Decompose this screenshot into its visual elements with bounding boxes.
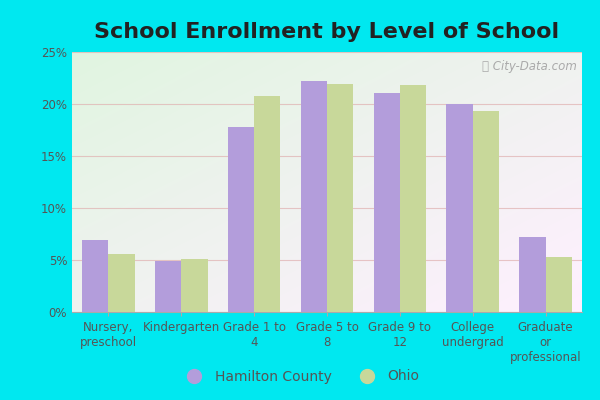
Bar bbox=[327, 84, 353, 312]
Bar bbox=[545, 257, 572, 312]
Bar bbox=[374, 92, 400, 312]
Title: School Enrollment by Level of School: School Enrollment by Level of School bbox=[94, 22, 560, 42]
Bar bbox=[473, 111, 499, 312]
Bar bbox=[254, 96, 280, 312]
Bar bbox=[520, 237, 545, 312]
Legend: Hamilton County, Ohio: Hamilton County, Ohio bbox=[175, 364, 425, 389]
Bar bbox=[301, 81, 327, 312]
Bar bbox=[155, 261, 181, 312]
Bar bbox=[82, 240, 109, 312]
Bar bbox=[228, 127, 254, 312]
Bar bbox=[109, 254, 134, 312]
Bar bbox=[446, 104, 473, 312]
Bar bbox=[400, 85, 426, 312]
Bar bbox=[181, 259, 208, 312]
Text: ⓘ City-Data.com: ⓘ City-Data.com bbox=[482, 60, 577, 73]
